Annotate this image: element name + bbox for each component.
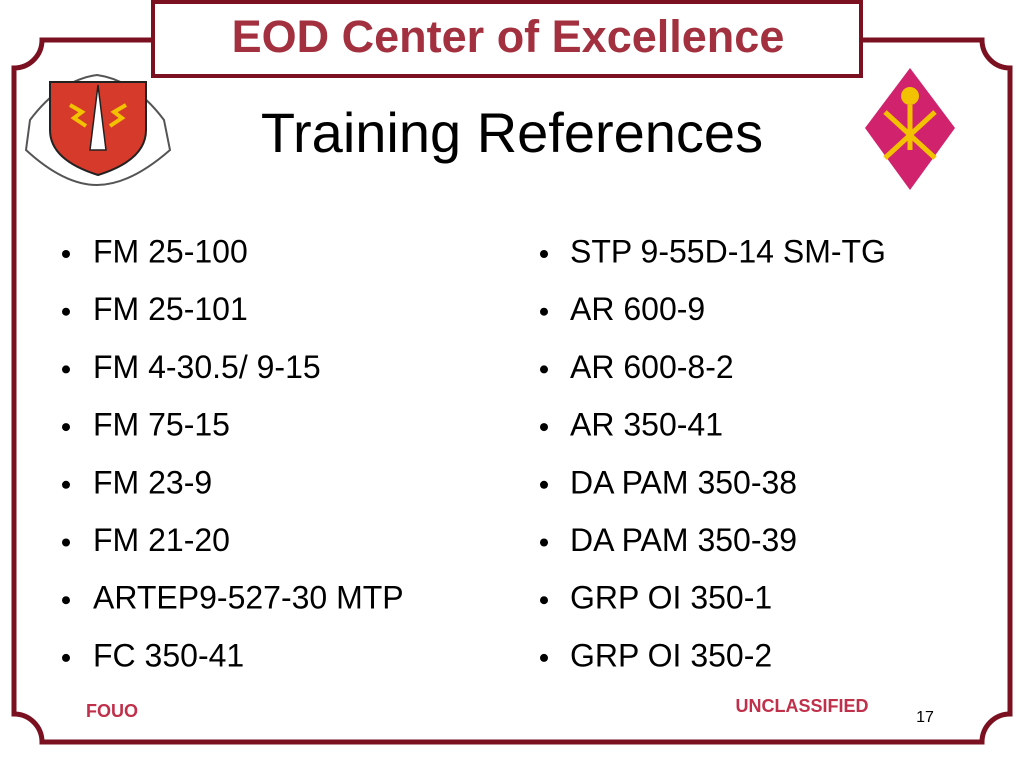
list-item: FM 25-101 bbox=[93, 291, 248, 327]
list-item: FC 350-41 bbox=[93, 637, 244, 673]
list-item: DA PAM 350-38 bbox=[570, 464, 797, 500]
list-item: FM 4-30.5/ 9-15 bbox=[93, 349, 321, 385]
right-emblem bbox=[865, 68, 955, 190]
bullet bbox=[540, 653, 548, 662]
list-item: AR 350-41 bbox=[570, 407, 723, 443]
bullet bbox=[62, 653, 70, 662]
bullet bbox=[62, 596, 70, 605]
bullet bbox=[62, 423, 70, 432]
header-title: EOD Center of Excellence bbox=[232, 11, 785, 62]
list-item: STP 9-55D-14 SM-TG bbox=[570, 233, 886, 269]
list-item: AR 600-9 bbox=[570, 291, 705, 327]
list-item: GRP OI 350-2 bbox=[570, 637, 772, 673]
bullet bbox=[62, 250, 70, 258]
bullet bbox=[540, 480, 548, 489]
bullet bbox=[540, 250, 548, 258]
bullet bbox=[62, 307, 70, 316]
bullet bbox=[540, 307, 548, 316]
bullet bbox=[540, 365, 548, 374]
list-item: ARTEP9-527-30 MTP bbox=[93, 580, 404, 616]
list-item: GRP OI 350-1 bbox=[570, 580, 772, 616]
bullet bbox=[62, 538, 70, 547]
list-item: FM 23-9 bbox=[93, 464, 212, 500]
list-item: DA PAM 350-39 bbox=[570, 522, 797, 558]
footer-right: UNCLASSIFIED bbox=[735, 696, 868, 716]
list-item: FM 21-20 bbox=[93, 522, 230, 558]
bullet bbox=[540, 538, 548, 547]
frame bbox=[11, 37, 1013, 745]
page-number: 17 bbox=[916, 709, 934, 726]
header-box bbox=[151, 0, 863, 78]
bullet bbox=[540, 596, 548, 605]
left-emblem bbox=[24, 73, 172, 187]
list-item: FM 75-15 bbox=[93, 407, 230, 443]
list-item: FM 25-100 bbox=[93, 233, 248, 269]
bullet bbox=[62, 365, 70, 374]
slide-title: Training References bbox=[261, 101, 763, 164]
list-item: AR 600-8-2 bbox=[570, 349, 734, 385]
footer-left: FOUO bbox=[86, 701, 138, 721]
bullet bbox=[540, 423, 548, 432]
bullet bbox=[62, 480, 70, 489]
